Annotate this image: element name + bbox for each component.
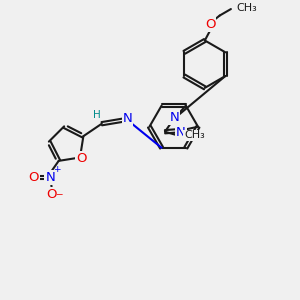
Text: N: N [46, 171, 55, 184]
Text: O: O [205, 18, 215, 31]
Text: N: N [123, 112, 132, 125]
Text: N: N [169, 111, 179, 124]
Text: CH₃: CH₃ [236, 3, 257, 13]
Text: O: O [28, 171, 39, 184]
Text: H: H [93, 110, 100, 120]
Text: O: O [76, 152, 87, 166]
Text: O: O [46, 188, 57, 201]
Text: −: − [55, 190, 62, 199]
Text: +: + [53, 165, 61, 174]
Text: CH₃: CH₃ [184, 130, 205, 140]
Text: N: N [176, 126, 186, 140]
